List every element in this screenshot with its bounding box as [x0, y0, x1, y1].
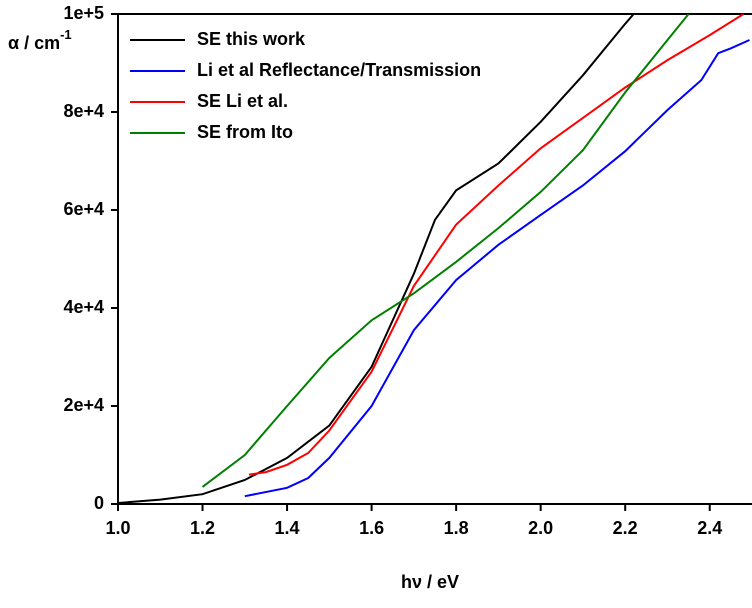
y-tick-label: 4e+4	[63, 297, 104, 317]
x-axis-label: hν / eV	[401, 572, 459, 592]
legend-label: SE from Ito	[197, 122, 293, 142]
x-tick-label: 2.4	[697, 518, 722, 538]
y-tick-label: 0	[94, 493, 104, 513]
x-tick-label: 1.2	[190, 518, 215, 538]
series-line	[201, 14, 690, 488]
y-axis-label: α / cm-1	[8, 27, 72, 52]
series-line	[248, 14, 745, 476]
y-tick-label: 1e+5	[63, 3, 104, 23]
y-tick-label: 6e+4	[63, 199, 104, 219]
legend-label: SE this work	[197, 29, 306, 49]
x-tick-label: 2.0	[528, 518, 553, 538]
legend-label: Li et al Reflectance/Transmission	[197, 60, 481, 80]
series-line	[118, 14, 635, 504]
x-tick-label: 1.6	[359, 518, 384, 538]
plot-area	[118, 14, 750, 504]
x-tick-label: 1.4	[275, 518, 300, 538]
x-tick-label: 1.8	[444, 518, 469, 538]
y-tick-label: 2e+4	[63, 395, 104, 415]
series-line	[244, 39, 750, 498]
y-tick-label: 8e+4	[63, 101, 104, 121]
y-axis-label-text: α / cm	[8, 33, 60, 53]
y-axis-label-sup: -1	[60, 27, 72, 42]
legend-label: SE Li et al.	[197, 91, 288, 111]
x-tick-label: 1.0	[105, 518, 130, 538]
x-tick-label: 2.2	[613, 518, 638, 538]
